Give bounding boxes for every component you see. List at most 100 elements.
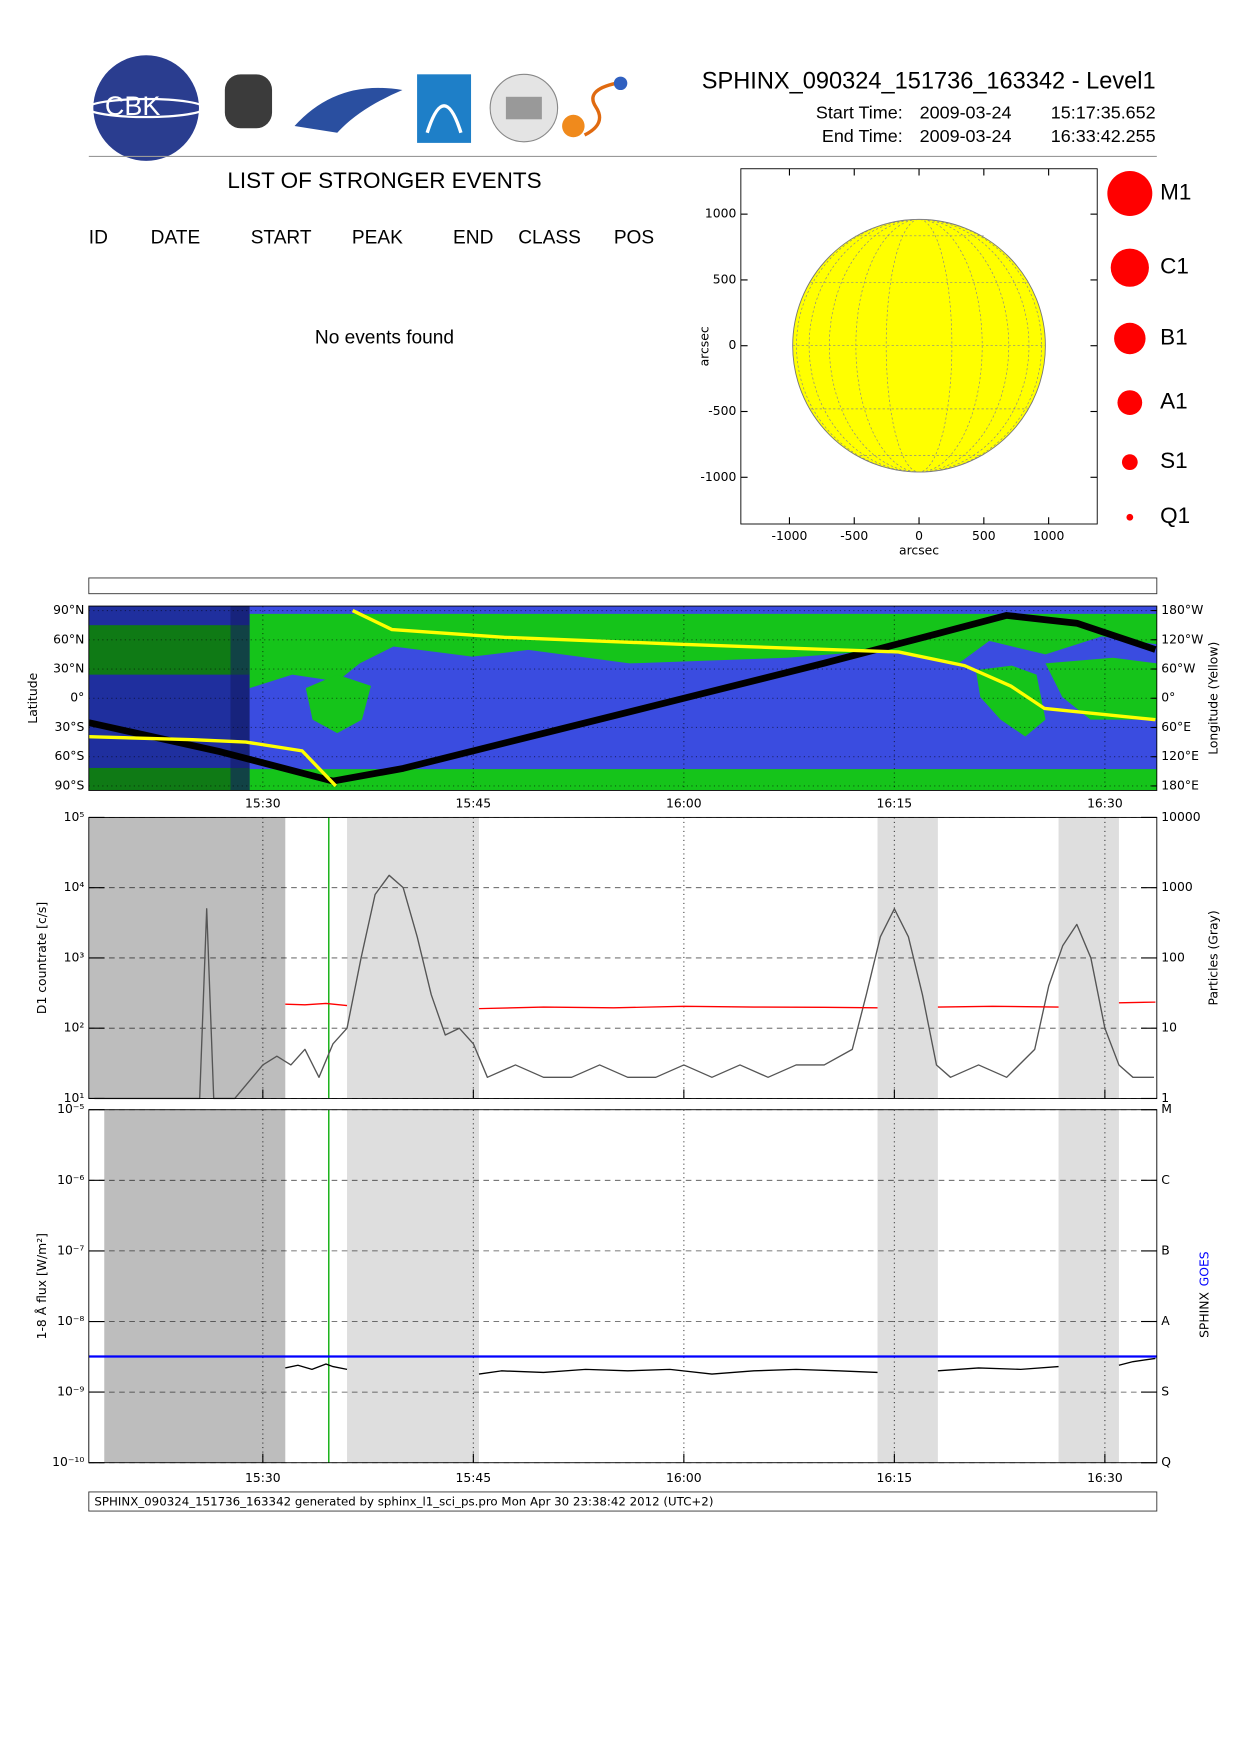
sun-panel: -1000 -500 0 500 1000 -1000 -500 0 500 1000 arcsec…	[697, 168, 1191, 557]
logo-arch-line	[425, 104, 463, 134]
y-axis-label: Latitude	[26, 673, 40, 724]
column-header: DATE	[151, 227, 201, 248]
shaded-interval	[1058, 1109, 1119, 1463]
x-tick-label: 16:00	[666, 796, 702, 810]
data-line	[94, 874, 1154, 1100]
y-tick-label: -1000	[700, 470, 736, 484]
y-tick-label: 30°S	[55, 720, 85, 734]
y-tick-label: 10¹	[64, 1091, 85, 1105]
x-tick-label: 16:30	[1087, 796, 1123, 810]
y2-tick-label: 0°	[1161, 691, 1175, 705]
y-axis-label: D1 countrate [c/s]	[35, 902, 49, 1014]
x-tick-label: -1000	[771, 529, 807, 543]
y2-tick-label: 1	[1161, 1091, 1169, 1105]
legend-label: B1	[1160, 324, 1187, 349]
plot-frame	[88, 1109, 1158, 1464]
y-axis-label: arcsec	[697, 326, 711, 366]
footer-text: SPHINX_090324_151736_163342 generated by…	[94, 1495, 713, 1509]
events-message: No events found	[315, 328, 454, 349]
y2-tick-label: A	[1161, 1314, 1170, 1328]
map-lines	[88, 609, 1157, 788]
y-tick-label: 10³	[64, 950, 85, 964]
y2-tick-label: 1000	[1161, 880, 1193, 894]
legend-marker	[1114, 322, 1146, 355]
y2-tick-label: 180°W	[1161, 603, 1203, 617]
status-box	[88, 577, 1158, 595]
events-title: LIST OF STRONGER EVENTS	[227, 168, 541, 193]
legend-marker	[1126, 513, 1134, 521]
end-time: 16:33:42.255	[1051, 126, 1156, 146]
y-tick-label: 60°N	[53, 632, 84, 646]
y-axis-label: 1-8 Å flux [W/m²]	[34, 1233, 49, 1339]
data-line	[478, 1005, 878, 1010]
data-line	[285, 1002, 348, 1007]
y-tick-label: 10⁻⁵	[57, 1102, 84, 1116]
land-africa	[975, 665, 1046, 737]
start-date: 2009-03-24	[920, 102, 1012, 122]
legend-marker	[1110, 248, 1149, 287]
x-axis-label: arcsec	[899, 543, 939, 557]
x-tick-label: 0	[915, 529, 923, 543]
y2-tick-label: 60°E	[1161, 720, 1191, 734]
logo-mifi	[294, 87, 403, 133]
y-tick-label: 30°N	[53, 662, 84, 676]
map-panel: 90°S 60°S 30°S 0° 30°N 60°N 90°N 180°W 120°W 60°W…	[26, 603, 1220, 810]
logo-portrait	[224, 74, 273, 129]
legend-label: M1	[1160, 179, 1191, 204]
y-tick-label: 0°	[70, 691, 84, 705]
data-line	[937, 1365, 1059, 1372]
y2-axis-label: Longitude (Yellow)	[1207, 642, 1221, 755]
y2-tick-label: 120°E	[1161, 749, 1199, 763]
x-tick-label: 16:00	[666, 1471, 702, 1485]
data-line	[1118, 1001, 1156, 1004]
legend-label: GOES	[1198, 1251, 1212, 1286]
y2-tick-label: 120°W	[1161, 632, 1203, 646]
y-tick-label: 0	[728, 338, 736, 352]
y-tick-label: 10⁵	[64, 810, 85, 824]
legend-label: SPHINX	[1198, 1291, 1212, 1337]
x-tick-label: 500	[972, 529, 996, 543]
logos: CBK	[86, 55, 628, 161]
shaded-interval	[347, 1109, 479, 1463]
y-tick-label: 1000	[705, 207, 737, 221]
data-line	[351, 609, 1156, 722]
end-label: End Time:	[822, 126, 903, 146]
y-tick-label: 500	[713, 272, 737, 286]
x-tick-label: 16:15	[877, 796, 913, 810]
y2-tick-label: 180°E	[1161, 778, 1199, 792]
logo-text: CBK	[105, 91, 160, 121]
y-tick-label: 90°N	[53, 603, 84, 617]
land-south	[249, 769, 1157, 791]
y2-tick-label: 100	[1161, 950, 1185, 964]
y2-tick-label: M	[1161, 1102, 1172, 1116]
data-line	[1118, 1357, 1156, 1366]
column-header: PEAK	[352, 227, 403, 248]
flux-panel: 10⁻¹⁰ 10⁻⁹ 10⁻⁸ 10⁻⁷ 10⁻⁶ 10⁻⁵ Q S A B C M 15:30 15:4…	[34, 1102, 1211, 1485]
start-time: 15:17:35.652	[1051, 102, 1156, 122]
x-tick-label: 16:15	[877, 1471, 913, 1485]
legend-label: A1	[1160, 389, 1187, 414]
column-header: POS	[614, 227, 654, 248]
y2-tick-label: Q	[1161, 1455, 1171, 1469]
plot-frame	[88, 816, 1158, 1099]
dark-column	[230, 606, 250, 791]
data-line	[88, 612, 1157, 785]
y-tick-label: 10⁻⁶	[57, 1173, 84, 1187]
x-tick-label: 1000	[1033, 529, 1065, 543]
shaded-interval	[104, 1109, 286, 1463]
x-tick-label: 15:45	[456, 796, 492, 810]
legend-marker	[1107, 170, 1153, 216]
data-line	[88, 735, 338, 788]
y-tick-label: 10²	[64, 1021, 85, 1035]
x-tick-label: 15:30	[245, 796, 281, 810]
logo-sun	[562, 114, 585, 138]
legend-marker	[1121, 454, 1138, 471]
shaded-interval	[877, 817, 938, 1099]
shaded-interval	[877, 1109, 938, 1463]
y2-tick-label: B	[1161, 1243, 1169, 1257]
end-date: 2009-03-24	[920, 126, 1012, 146]
y-tick-label: 10⁻¹⁰	[52, 1455, 84, 1469]
map-background	[88, 606, 1157, 791]
shaded-interval	[1058, 817, 1119, 1099]
